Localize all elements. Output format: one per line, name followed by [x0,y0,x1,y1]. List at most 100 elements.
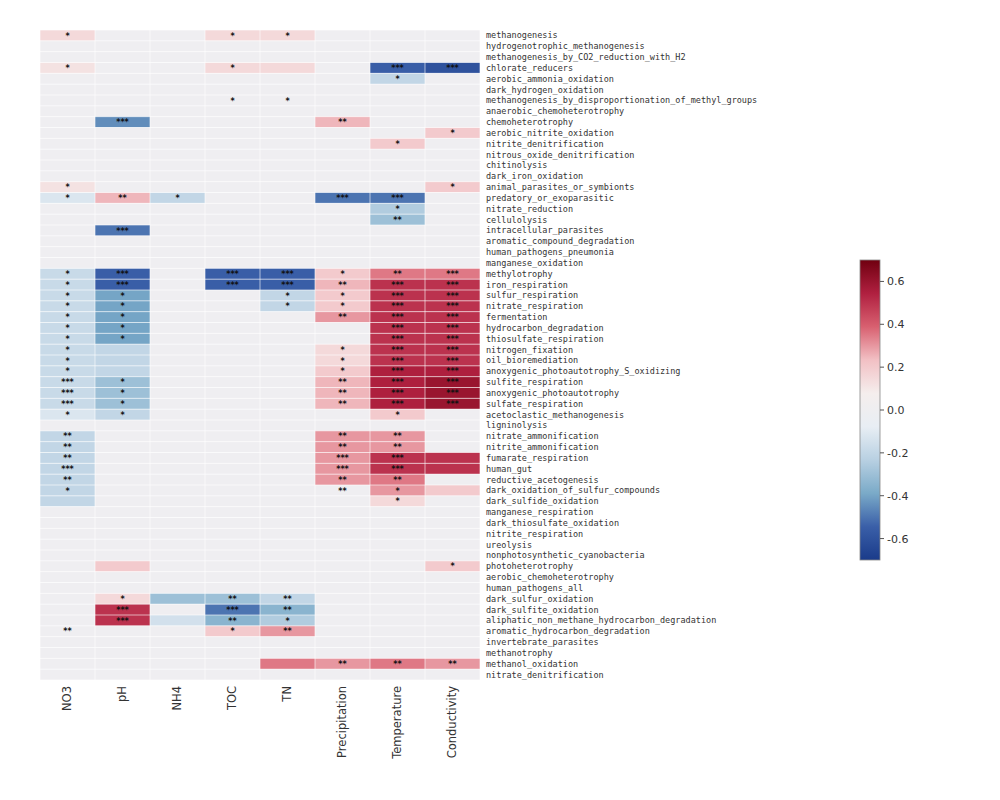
cell [40,52,95,63]
colorbar-tick-label: -0.2 [887,447,908,460]
significance-label: * [175,194,180,203]
significance-label: * [340,367,345,376]
cell [40,344,95,355]
cell [150,496,205,507]
cell [315,41,370,52]
significance-label: * [65,346,70,355]
cell [260,279,315,290]
cell [40,63,95,74]
cell [95,344,150,355]
column-label: NH4 [170,686,184,711]
cell [425,41,480,52]
cell [205,485,260,496]
row-label: hydrogenotrophic_methanogenesis [486,41,645,51]
row-label: aliphatic_non_methane_hydrocarbon_degrad… [486,615,716,625]
cell [315,128,370,139]
significance-label: * [65,335,70,344]
cell-border [95,30,96,680]
cell [315,203,370,214]
cell [260,626,315,637]
significance-label: *** [446,335,459,344]
row-label: nitrate_ammonification [486,431,599,441]
row-label: dark_oxidation_of_sulfur_compounds [486,485,660,495]
cell [425,73,480,84]
cell [260,615,315,626]
cell [425,615,480,626]
cell [315,658,370,669]
cell [40,214,95,225]
cell [95,149,150,160]
cell [425,561,480,572]
cell [260,442,315,453]
cell [95,333,150,344]
row-label: aerobic_chemoheterotrophy [486,572,614,582]
cell [370,355,425,366]
significance-label: ** [283,595,292,604]
cell [315,474,370,485]
significance-label: *** [391,302,404,311]
cell [260,388,315,399]
cell [40,442,95,453]
significance-label: * [120,378,125,387]
cell [150,214,205,225]
cell [370,604,425,615]
cell [205,138,260,149]
cell [40,615,95,626]
cell [370,301,425,312]
cell [315,344,370,355]
significance-label: *** [391,378,404,387]
cell [425,550,480,561]
significance-label: ** [338,313,347,322]
row-label: predatory_or_exoparasitic [486,193,614,203]
significance-label: * [285,617,290,626]
cell [315,539,370,550]
colorbar-tick-label: 0.4 [887,318,905,331]
column-label: Conductivity [445,686,459,758]
significance-label: ** [118,194,127,203]
significance-label: *** [446,292,459,301]
significance-label: *** [116,606,129,615]
cell [315,366,370,377]
cell [40,128,95,139]
cell [150,290,205,301]
significance-label: *** [226,281,239,290]
cell [425,52,480,63]
row-label: reductive_acetogenesis [486,475,599,485]
cell [425,95,480,106]
cell [425,658,480,669]
significance-label: *** [446,400,459,409]
significance-label: * [395,487,400,496]
cell [425,593,480,604]
cell [150,84,205,95]
cell [95,366,150,377]
row-label: photoheterotrophy [486,561,573,571]
cell [260,160,315,171]
cell [150,637,205,648]
cell [315,561,370,572]
significance-label: *** [391,400,404,409]
cell [40,518,95,529]
cell [150,73,205,84]
cell [150,550,205,561]
cell [205,615,260,626]
row-label: hydrocarbon_degradation [486,323,604,333]
cell [260,225,315,236]
row-label: human_pathogens_pneumonia [486,247,614,257]
cell [425,398,480,409]
cell [370,496,425,507]
cell-border [260,30,261,680]
row-label: invertebrate_parasites [486,637,599,647]
cell [40,236,95,247]
cell [205,474,260,485]
cell [315,333,370,344]
row-label: anaerobic_chemoheterotrophy [486,106,624,116]
cell [150,658,205,669]
significance-label: ** [338,432,347,441]
cell [150,95,205,106]
cell [95,485,150,496]
significance-label: ** [448,660,457,669]
cell [315,214,370,225]
cell [95,312,150,323]
cell [425,626,480,637]
significance-label: * [230,97,235,106]
